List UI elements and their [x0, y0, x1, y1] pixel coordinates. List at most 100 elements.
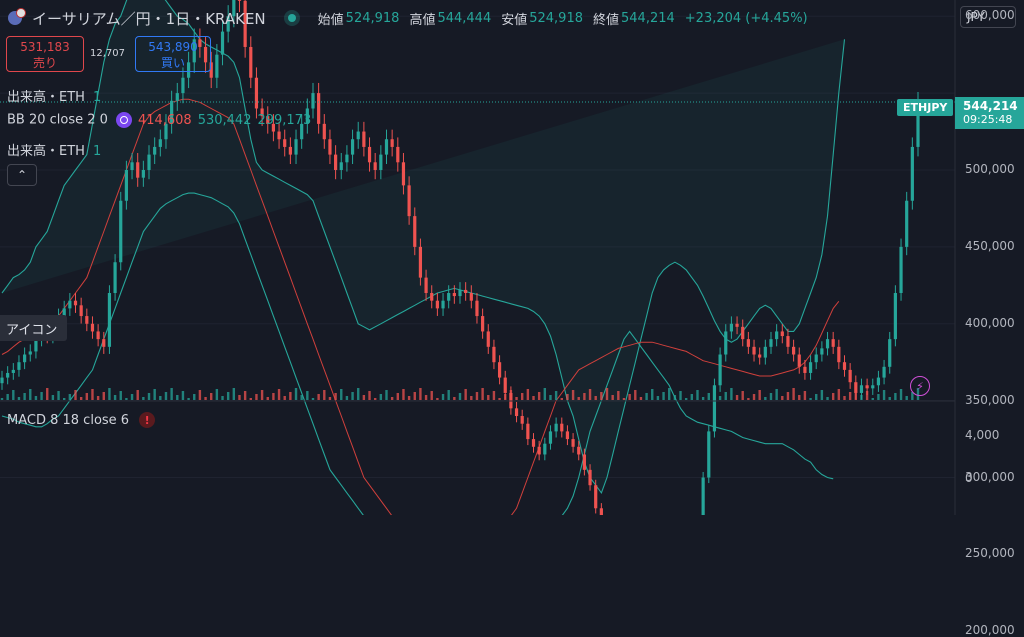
candle-body-142 [803, 366, 807, 373]
candle-body-50 [283, 139, 287, 147]
volume-bar-72 [407, 396, 411, 400]
sell-button[interactable]: 531,183 売り [6, 36, 84, 72]
candle-body-78 [441, 300, 445, 309]
volume-bar-154 [871, 398, 874, 400]
candle-body-1 [6, 372, 10, 378]
volume-bar-34 [193, 394, 196, 400]
candle-body-100 [565, 431, 570, 440]
candle-body-66 [373, 162, 377, 170]
volume-bar-58 [328, 397, 332, 400]
volume-legend-2-value: 1 [92, 144, 102, 159]
volume-bar-88 [498, 398, 501, 400]
volume-bar-104 [588, 389, 592, 400]
volume-bar-61 [345, 396, 349, 400]
volume-bar-153 [865, 391, 869, 400]
volume-bar-83 [470, 396, 473, 400]
volume-bar-53 [300, 395, 303, 400]
volume-bar-98 [554, 391, 558, 400]
volume-legend-2[interactable]: 出来高・ETH 1 [7, 140, 101, 159]
lightning-icon[interactable]: ⚡ [910, 376, 930, 396]
candle-body-53 [300, 123, 304, 140]
volume-bar-3 [17, 397, 21, 400]
volume-bar-117 [662, 392, 665, 400]
volume-bar-57 [323, 390, 326, 400]
axis-tick-label: 500,000 [965, 161, 1015, 176]
volume-bar-51 [289, 392, 292, 400]
volume-bar-78 [441, 394, 445, 400]
macd-legend[interactable]: MACD 8 18 close 6 ! [7, 412, 156, 428]
volume-bar-5 [29, 389, 32, 400]
volume-bar-150 [848, 392, 852, 400]
candle-body-15 [85, 316, 89, 324]
warning-icon[interactable]: ! [139, 412, 156, 428]
volume-bar-146 [826, 397, 829, 400]
candle-body-96 [543, 443, 547, 455]
volume-bar-73 [413, 392, 416, 400]
volume-bar-6 [34, 396, 38, 400]
volume-bar-85 [481, 388, 484, 400]
collapse-legend-button[interactable]: ⌃ [7, 164, 37, 186]
candle-body-150 [848, 369, 852, 383]
candle-body-128 [724, 331, 728, 355]
volume-bar-18 [102, 392, 105, 400]
last-price-tag: 544,214 09:25:48 [955, 97, 1024, 129]
low-value: 524,918 [529, 10, 583, 26]
volume-bar-80 [453, 397, 456, 400]
candle-body-72 [407, 185, 411, 217]
candle-body-124 [701, 477, 705, 515]
candle-body-105 [594, 485, 598, 509]
candle-body-159 [899, 246, 903, 294]
candle-body-62 [350, 139, 355, 155]
buy-button[interactable]: 543,890 買い [135, 36, 211, 72]
volume-bar-21 [119, 391, 122, 400]
bb-legend[interactable]: BB 20 close 2 0 414,608 530,442 299,173 [7, 112, 317, 128]
volume-bar-45 [255, 394, 258, 400]
candle-body-69 [390, 139, 394, 147]
candle-body-102 [577, 446, 581, 455]
volume-bar-105 [594, 396, 597, 400]
price-chart[interactable] [0, 0, 1024, 515]
volume-bar-100 [566, 394, 569, 400]
volume-bar-60 [340, 389, 343, 400]
currency-selector[interactable]: JPY [960, 6, 1016, 28]
volume-bar-110 [622, 398, 626, 400]
volume-bar-84 [475, 392, 479, 400]
candle-body-54 [305, 108, 309, 124]
volume-bar-144 [815, 394, 818, 400]
volume-bar-25 [142, 397, 145, 400]
volume-bar-26 [147, 393, 151, 400]
axis-tick-label: 300,000 [965, 469, 1015, 484]
volume-bar-119 [673, 395, 677, 400]
volume-bar-107 [605, 388, 609, 400]
bb-basis-value: 414,608 [137, 112, 192, 128]
candle-body-43 [243, 0, 247, 47]
axis-tick-label: 4,000 [965, 428, 1000, 442]
volume-bar-81 [458, 393, 462, 400]
symbol-title[interactable]: イーサリアム／円・1日・KRAKEN [32, 9, 266, 28]
volume-bar-134 [758, 390, 761, 400]
candle-body-26 [147, 154, 151, 170]
candle-body-99 [560, 423, 564, 432]
volume-bar-41 [232, 388, 236, 400]
candle-body-59 [334, 154, 338, 170]
candle-body-147 [831, 339, 835, 347]
candle-body-77 [435, 300, 439, 309]
macd-label: MACD 8 18 close 6 [7, 412, 130, 428]
candle-body-61 [345, 154, 349, 163]
volume-bar-149 [843, 396, 846, 400]
candle-body-13 [73, 300, 78, 306]
volume-bars [0, 388, 920, 400]
axis-tick-label: 200,000 [965, 623, 1015, 637]
visibility-icon[interactable] [115, 112, 132, 128]
candle-body-31 [175, 93, 179, 101]
bollinger-lower-line [1, 192, 834, 515]
volume-bar-86 [487, 395, 490, 400]
volume-bar-66 [373, 398, 377, 400]
volume-bar-42 [238, 395, 241, 400]
volume-bar-49 [277, 389, 281, 400]
candle-body-4 [23, 354, 27, 363]
volume-legend[interactable]: 出来高・ETH 1 [7, 86, 101, 105]
volume-bar-47 [266, 397, 269, 400]
volume-bar-136 [769, 393, 773, 400]
volume-bar-97 [549, 395, 552, 400]
